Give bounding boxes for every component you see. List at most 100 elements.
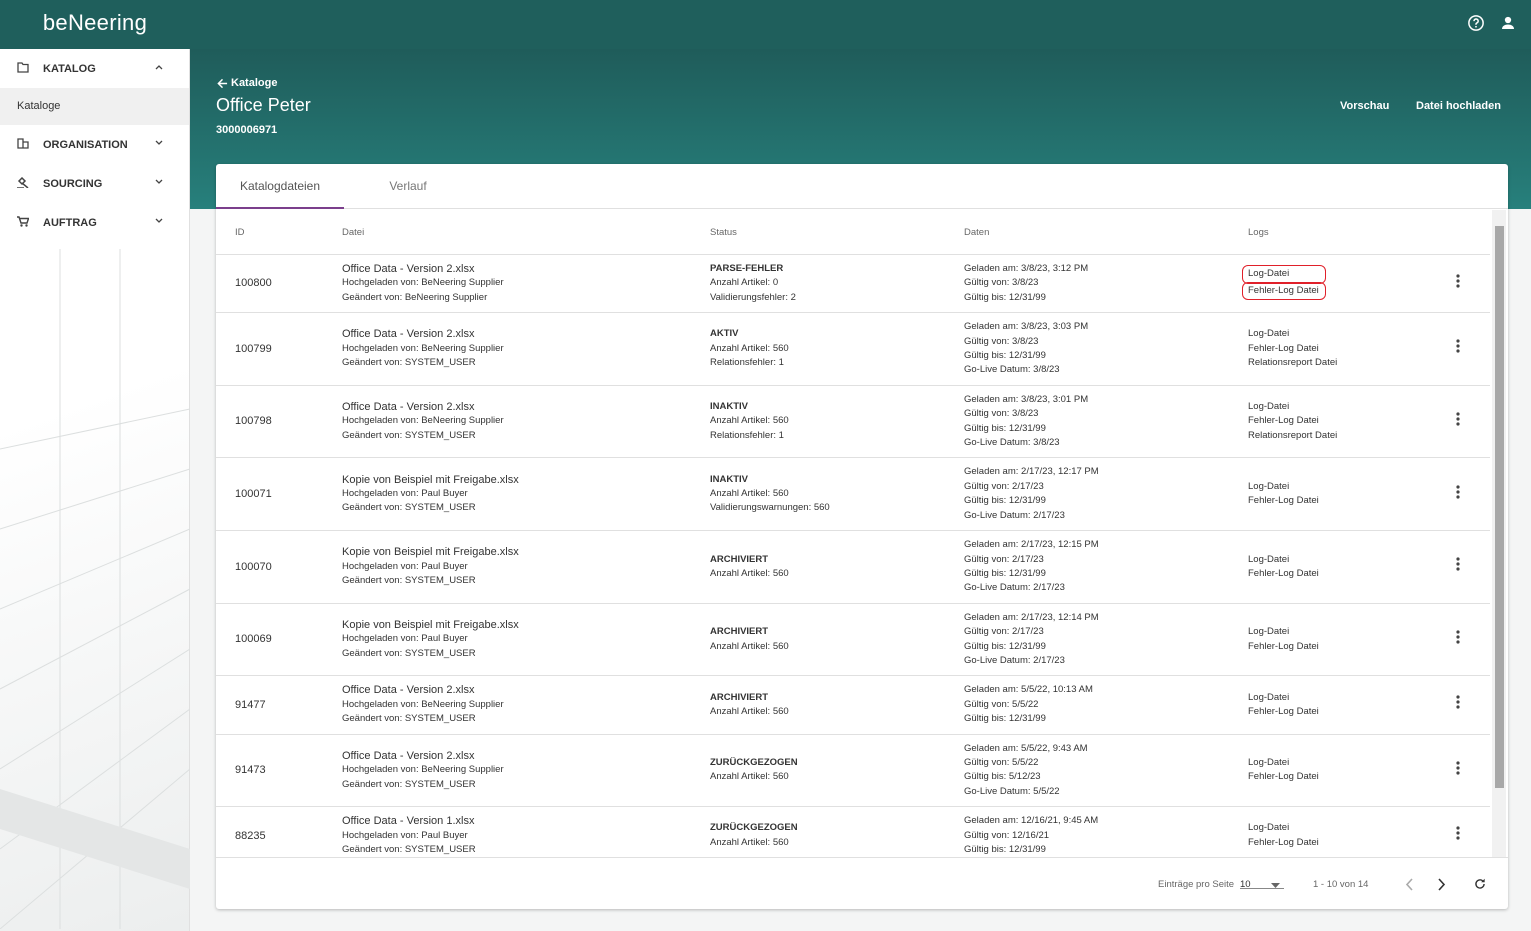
file-cell: Office Data - Version 2.xlsx Hochgeladen …: [342, 749, 710, 792]
log-link[interactable]: Fehler-Log Datei: [1248, 705, 1319, 717]
date-line: Gültig bis: 12/31/99: [964, 495, 1046, 507]
refresh[interactable]: [1473, 877, 1487, 891]
status-cell: ARCHIVIERT Anzahl Artikel: 560: [710, 625, 964, 654]
log-link[interactable]: Log-Datei: [1248, 401, 1290, 413]
nav-item[interactable]: ORGANISATION: [0, 125, 189, 164]
row-menu[interactable]: [1456, 557, 1490, 576]
row-menu[interactable]: [1456, 412, 1490, 431]
tab[interactable]: Katalogdateien: [216, 164, 344, 209]
row-menu[interactable]: [1456, 630, 1490, 649]
table-row: 100071 Kopie von Beispiel mit Freigabe.xl…: [216, 458, 1490, 532]
row-menu[interactable]: [1456, 826, 1490, 845]
status-cell: INAKTIV Anzahl Artikel: 560 Relationsfehle…: [710, 400, 964, 443]
logs-cell: Log-Datei Fehler-Log Datei: [1242, 265, 1456, 301]
column-header: Daten: [964, 226, 990, 238]
row-menu[interactable]: [1456, 761, 1490, 780]
help-icon[interactable]: [1467, 14, 1485, 32]
scrollbar[interactable]: [1492, 210, 1506, 857]
user-icon[interactable]: [1499, 14, 1517, 32]
status-detail: Relationsfehler: 1: [710, 429, 784, 441]
changed-by: Geändert von: SYSTEM_USER: [342, 357, 476, 369]
dates-cell: Geladen am: 2/17/23, 12:15 PM Gültig von:…: [964, 538, 1248, 596]
file-cell: Office Data - Version 2.xlsx Hochgeladen …: [342, 683, 710, 726]
log-link[interactable]: Fehler-Log Datei: [1248, 495, 1319, 507]
file-cell: Kopie von Beispiel mit Freigabe.xlsx Hoch…: [342, 618, 710, 661]
row-menu[interactable]: [1456, 274, 1490, 293]
date-line: Gültig von: 2/17/23: [964, 480, 1044, 492]
file-name: Kopie von Beispiel mit Freigabe.xlsx: [342, 618, 519, 631]
log-link[interactable]: Log-Datei: [1248, 626, 1290, 638]
log-link[interactable]: Log-Datei: [1248, 553, 1290, 565]
status-cell: ZURÜCKGEZOGEN Anzahl Artikel: 560: [710, 756, 964, 785]
row-menu[interactable]: [1456, 484, 1490, 504]
log-link[interactable]: Log-Datei: [1248, 480, 1290, 492]
status-cell: AKTIV Anzahl Artikel: 560 Relationsfehler:…: [710, 327, 964, 370]
next-page[interactable]: [1437, 878, 1446, 891]
logo[interactable]: beNeering: [0, 0, 190, 49]
preview-button[interactable]: Vorschau: [1340, 100, 1390, 112]
changed-by: Geändert von: SYSTEM_USER: [342, 844, 476, 855]
status-cell: ZURÜCKGEZOGEN Anzahl Artikel: 560: [710, 821, 964, 850]
row-menu[interactable]: [1456, 695, 1490, 714]
row-id: 100799: [235, 342, 272, 355]
file-name: Kopie von Beispiel mit Freigabe.xlsx: [342, 473, 519, 486]
log-link[interactable]: Log-Datei: [1248, 756, 1290, 768]
log-link[interactable]: Fehler-Log Datei: [1248, 415, 1319, 427]
date-line: Geladen am: 2/17/23, 12:15 PM: [964, 539, 1099, 551]
nav-item[interactable]: KATALOG: [0, 49, 189, 88]
uploaded-by: Hochgeladen von: Paul Buyer: [342, 829, 468, 841]
prev-page[interactable]: [1405, 878, 1414, 891]
upload-button[interactable]: Datei hochladen: [1416, 100, 1501, 112]
table-row: 88235 Office Data - Version 1.xlsx Hochgel…: [216, 807, 1490, 857]
dates-cell: Geladen am: 2/17/23, 12:17 PM Gültig von:…: [964, 465, 1248, 523]
status: INAKTIV: [710, 401, 748, 413]
log-link[interactable]: Relationsreport Datei: [1248, 357, 1338, 369]
date-line: Geladen am: 3/8/23, 3:12 PM: [964, 263, 1089, 274]
file-cell: Office Data - Version 2.xlsx Hochgeladen …: [342, 327, 710, 370]
log-link[interactable]: Log-Datei: [1248, 691, 1290, 703]
nav-item[interactable]: AUFTRAG: [0, 203, 189, 242]
page-size-select[interactable]: 10: [1240, 871, 1284, 890]
changed-by: Geändert von: SYSTEM_USER: [342, 575, 476, 587]
log-link[interactable]: Fehler-Log Datei: [1248, 342, 1319, 354]
file-cell: Office Data - Version 2.xlsx Hochgeladen …: [342, 262, 710, 305]
nav-item[interactable]: SOURCING: [0, 164, 189, 203]
status: ARCHIVIERT: [710, 691, 769, 703]
log-link[interactable]: Fehler-Log Datei: [1248, 836, 1319, 848]
status-detail: Anzahl Artikel: 560: [710, 488, 789, 500]
page-range: 1 - 10 von 14: [1313, 879, 1369, 890]
scroll-thumb[interactable]: [1495, 226, 1504, 788]
row-id: 100069: [235, 633, 272, 646]
status-detail: Anzahl Artikel: 560: [710, 836, 789, 848]
file-name: Office Data - Version 2.xlsx: [342, 263, 475, 275]
log-link[interactable]: Log-Datei: [1248, 822, 1290, 834]
log-link[interactable]: Log-Datei: [1248, 328, 1290, 340]
back-link[interactable]: Kataloge: [217, 77, 277, 89]
row-menu[interactable]: [1456, 339, 1490, 358]
status-cell: ARCHIVIERT Anzahl Artikel: 560: [710, 691, 964, 720]
date-line: Geladen am: 12/16/21, 9:45 AM: [964, 815, 1099, 827]
date-line: Gültig bis: 12/31/99: [964, 713, 1046, 725]
row-id: 100071: [235, 488, 272, 501]
status-detail: Validierungsfehler: 2: [710, 291, 796, 303]
log-link[interactable]: Relationsreport Datei: [1248, 429, 1338, 441]
log-link[interactable]: Fehler-Log Datei: [1242, 281, 1326, 301]
date-line: Gültig von: 3/8/23: [964, 277, 1039, 289]
status-cell: INAKTIV Anzahl Artikel: 560 Validierungswa…: [710, 473, 964, 516]
table: ID Datei Status Daten Logs 100800 Office Data…: [216, 210, 1490, 857]
log-link[interactable]: Fehler-Log Datei: [1248, 640, 1319, 652]
status-detail: Anzahl Artikel: 560: [710, 771, 789, 783]
nav-subitem[interactable]: Kataloge: [0, 88, 189, 125]
date-line: Gültig von: 3/8/23: [964, 335, 1039, 347]
log-link[interactable]: Log-Datei: [1242, 265, 1326, 284]
date-line: Go-Live Datum: 2/17/23: [964, 582, 1065, 594]
logs-cell: Log-Datei Fehler-Log Datei Relationsreport…: [1248, 327, 1456, 370]
logs-cell: Log-Datei Fehler-Log Datei: [1248, 821, 1456, 850]
table-row: 91477 Office Data - Version 2.xlsx Hochgel…: [216, 676, 1490, 735]
log-link[interactable]: Fehler-Log Datei: [1248, 771, 1319, 783]
tab[interactable]: Verlauf: [389, 179, 427, 193]
page-size-label: Einträge pro Seite: [1158, 879, 1235, 890]
log-link[interactable]: Fehler-Log Datei: [1248, 567, 1319, 579]
changed-by: Geändert von: SYSTEM_USER: [342, 429, 476, 441]
date-line: Geladen am: 5/5/22, 9:43 AM: [964, 742, 1088, 754]
